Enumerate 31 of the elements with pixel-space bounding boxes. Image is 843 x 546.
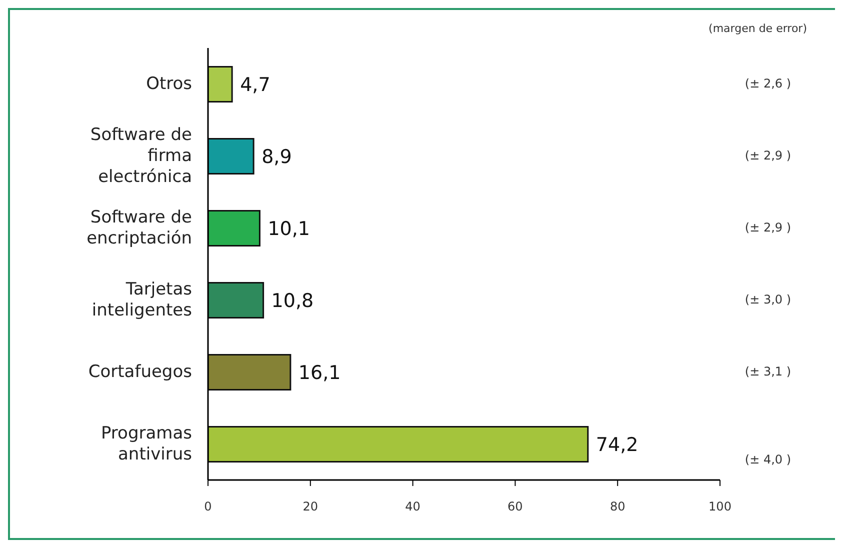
bar	[208, 282, 264, 318]
bar	[208, 354, 292, 390]
text: (± 2,9 )	[744, 220, 792, 234]
text: (± 3,1 )	[744, 364, 792, 378]
bar	[208, 210, 260, 246]
data-label: 16,1	[298, 362, 341, 384]
x-tick-label: 40	[405, 500, 420, 514]
bar	[208, 426, 589, 462]
x-tick-label: 0	[204, 500, 212, 514]
text: (± 3,0 )	[744, 292, 792, 306]
y-tick-label: Otros	[146, 74, 192, 94]
text: (± 2,6 )	[744, 76, 792, 90]
y-tick-label: Cortafuegos	[88, 362, 192, 382]
x-tick-label: 80	[610, 500, 626, 514]
bar	[208, 138, 254, 174]
y-tick-label: Software de encriptación	[86, 207, 192, 248]
y-tick-label: Software de firma electrónica	[90, 124, 192, 187]
x-tick-label: 100	[708, 500, 732, 514]
data-label: 10,1	[268, 218, 310, 240]
y-tick-label: Programas antivirus	[100, 423, 192, 464]
text: (± 4,0 )	[744, 452, 792, 466]
data-label: 74,2	[596, 434, 638, 456]
y-tick-label: Tarjetas inteligentes	[92, 279, 192, 320]
bar	[208, 66, 233, 102]
text: (± 2,9 )	[744, 148, 792, 162]
data-label: 10,8	[271, 290, 314, 312]
data-label: 4,7	[240, 74, 270, 96]
x-tick-label: 60	[508, 500, 523, 514]
text: (margen de error)	[708, 22, 807, 35]
x-tick-label: 20	[302, 500, 318, 514]
data-label: 8,9	[262, 146, 292, 168]
